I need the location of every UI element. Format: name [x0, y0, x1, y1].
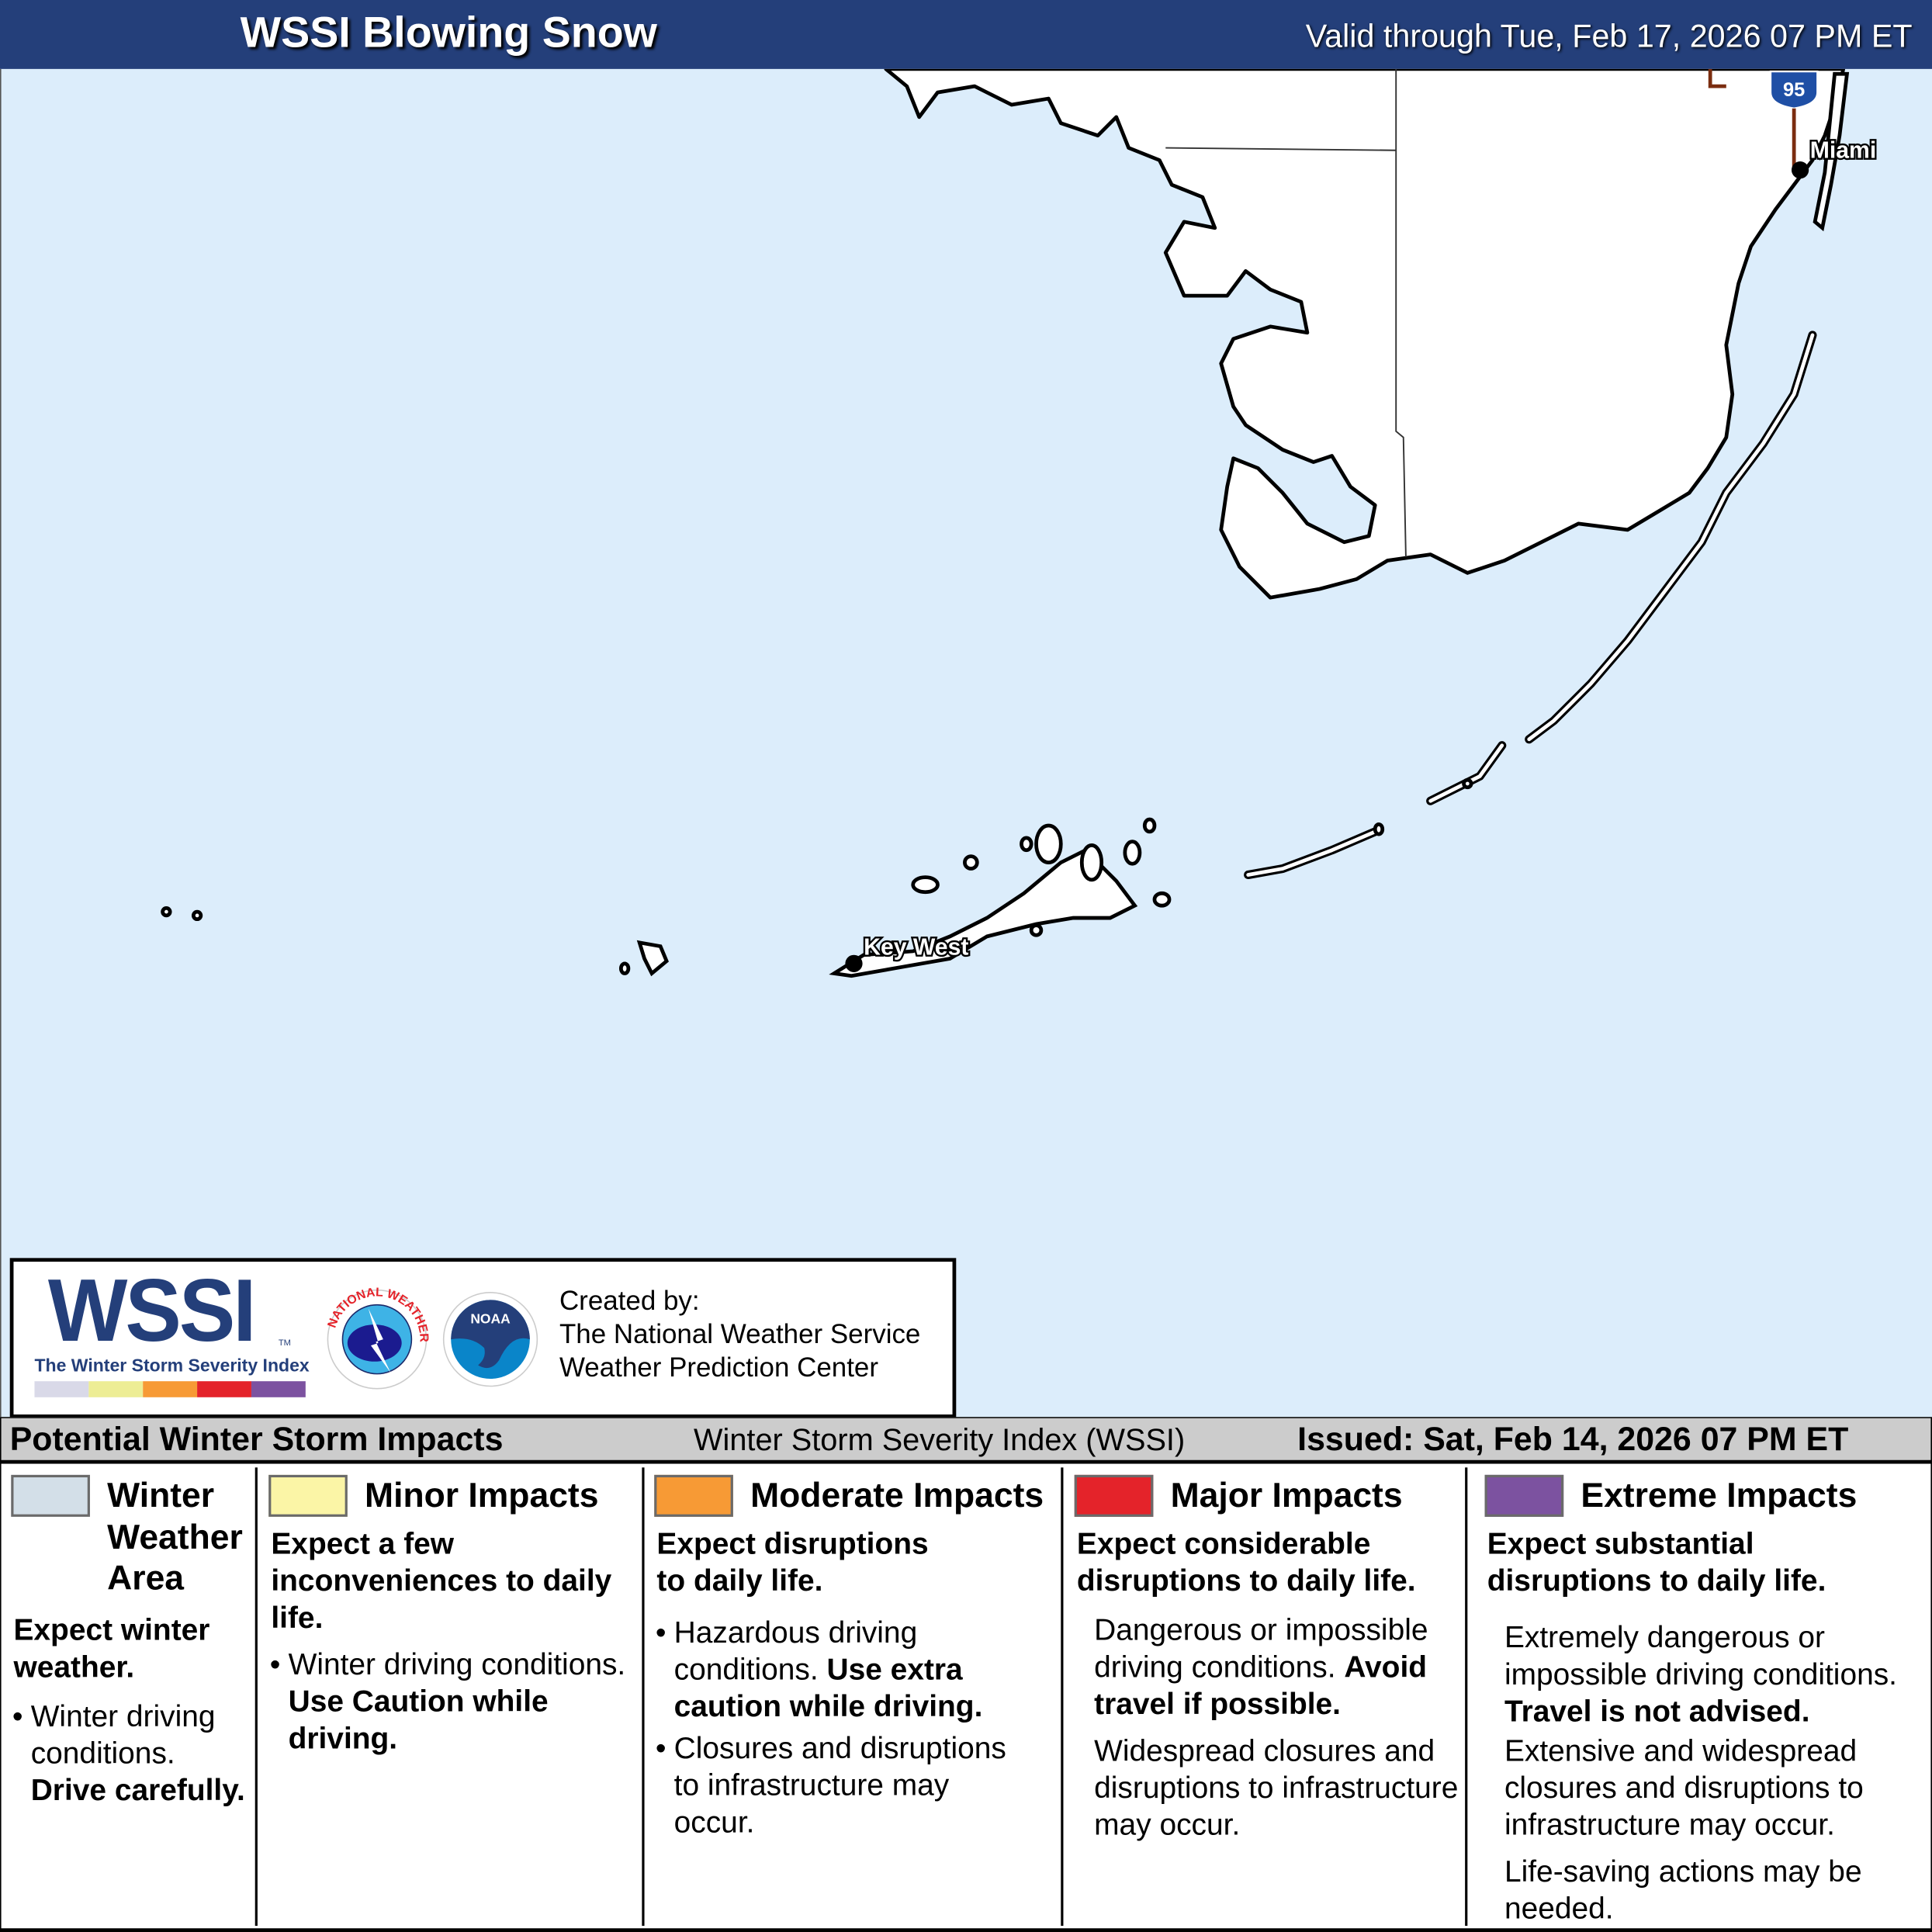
bullet-emphasis: Use Caution while driving.: [288, 1685, 549, 1756]
paragraph-emphasis: Travel is not advised.: [1504, 1695, 1810, 1729]
created-by-label: Created by:: [559, 1285, 700, 1316]
swatch-winter-weather-area: [11, 1474, 90, 1517]
issued-time: Issued: Sat, Feb 14, 2026 07 PM ET: [1297, 1420, 1849, 1458]
column-title: Moderate Impacts: [750, 1476, 1044, 1515]
bullet-emphasis: Drive carefully.: [30, 1774, 245, 1808]
swatch-major-impacts: [1074, 1474, 1154, 1517]
legend-heading: Potential Winter Storm Impacts: [9, 1420, 504, 1458]
florida-keys-fill: [1246, 333, 1815, 877]
key-west-marker: [845, 954, 863, 972]
county-line: [1165, 68, 1407, 557]
bar-segment: [197, 1381, 251, 1397]
column-title: Major Impacts: [1170, 1476, 1403, 1515]
wssi-logo: WSSI: [47, 1262, 257, 1361]
i95-label: 95: [1783, 79, 1805, 101]
created-by-nws: The National Weather Service: [559, 1318, 921, 1349]
column-paragraph: Extensive and widespread closures and di…: [1504, 1734, 1864, 1843]
east-barrier-island: [1813, 71, 1850, 232]
bullet-icon: •: [655, 1616, 667, 1650]
lower-keys: [161, 777, 1473, 978]
bar-segment: [251, 1381, 306, 1397]
column-paragraph: Widespread closures and disruptions to i…: [1094, 1734, 1459, 1843]
column-paragraph: Dangerous or impossible driving conditio…: [1094, 1613, 1463, 1724]
column-divider: [1061, 1467, 1064, 1927]
bullet-text: Hazardous driving conditions.: [673, 1616, 918, 1687]
paragraph-text: Dangerous or impossible driving conditio…: [1094, 1614, 1428, 1684]
map-svg: 95 Miami Key West: [161, 68, 1878, 978]
mainland-florida: [884, 68, 1846, 600]
column-subtitle: Expect a few inconveniences to daily lif…: [271, 1528, 612, 1636]
column-bullet: • Hazardous driving conditions. Use extr…: [656, 1615, 1032, 1726]
column-subtitle: Expect winter weather.: [13, 1614, 210, 1684]
column-title: Extreme Impacts: [1581, 1476, 1858, 1515]
miami-marker: [1791, 161, 1809, 179]
swatch-minor-impacts: [268, 1474, 348, 1517]
column-subtitle: Expect disruptions to daily life.: [656, 1528, 929, 1598]
column-title: Minor Impacts: [365, 1476, 599, 1515]
column-title: Winter Weather Area: [107, 1476, 243, 1598]
nws-logo-icon: NATIONAL WEATHER: [326, 1286, 431, 1390]
swatch-moderate-impacts: [654, 1474, 733, 1517]
map-title: WSSI Blowing Snow: [240, 9, 657, 57]
paragraph-text: Extremely dangerous or impossible drivin…: [1504, 1621, 1897, 1692]
swatch-extreme-impacts: [1484, 1474, 1564, 1517]
bar-segment: [143, 1381, 198, 1397]
bullet-icon: •: [655, 1732, 667, 1766]
credits-box: WSSI TM The Winter Storm Severity Index …: [9, 1258, 957, 1418]
column-bullet: • Closures and disruptions to infrastruc…: [656, 1731, 1037, 1842]
legend-index-name: Winter Storm Severity Index (WSSI): [694, 1423, 1186, 1458]
bullet-emphasis: Use extra caution while driving.: [673, 1653, 983, 1724]
created-by-wpc: Weather Prediction Center: [559, 1352, 879, 1383]
valid-through: Valid through Tue, Feb 17, 2026 07 PM ET: [1305, 17, 1913, 54]
map-area[interactable]: 95 Miami Key West: [0, 68, 1932, 1418]
bullet-text: Winter driving conditions.: [30, 1700, 216, 1771]
bar-segment: [88, 1381, 144, 1397]
column-divider: [1465, 1467, 1468, 1927]
bullet-icon: •: [269, 1648, 281, 1682]
column-bullet: • Winter driving conditions. Use Caution…: [270, 1647, 646, 1758]
impact-legend: Winter Weather Area Expect winter weathe…: [0, 1462, 1932, 1932]
header-bar: WSSI Blowing Snow Valid through Tue, Feb…: [0, 0, 1932, 69]
created-by: Created by: The National Weather Service…: [559, 1284, 920, 1384]
paragraph-emphasis: Avoid travel if possible.: [1094, 1650, 1428, 1722]
column-bullet: • Winter driving conditions. Drive caref…: [12, 1699, 265, 1810]
column-divider: [642, 1467, 645, 1927]
noaa-logo-text: NOAA: [470, 1311, 511, 1327]
column-divider: [254, 1467, 258, 1927]
noaa-logo-icon: NOAA: [442, 1292, 538, 1387]
wssi-tm: TM: [278, 1339, 291, 1349]
column-paragraph: Life-saving actions may be needed.: [1504, 1855, 1862, 1927]
legend-header: Potential Winter Storm Impacts Winter St…: [0, 1417, 1932, 1464]
city-label-key-west: Key West: [864, 935, 968, 961]
column-subtitle: Expect considerable disruptions to daily…: [1076, 1528, 1416, 1598]
bullet-text: Closures and disruptions to infrastructu…: [673, 1732, 1006, 1840]
i95-shield: 95: [1769, 70, 1819, 109]
wssi-logo-subtitle: The Winter Storm Severity Index: [34, 1356, 310, 1376]
column-subtitle: Expect substantial disruptions to daily …: [1487, 1528, 1826, 1598]
bullet-text: Winter driving conditions.: [288, 1648, 626, 1682]
bar-segment: [34, 1381, 89, 1397]
wssi-color-bar: [34, 1381, 306, 1397]
column-paragraph: Extremely dangerous or impossible drivin…: [1504, 1620, 1930, 1731]
city-label-miami: Miami: [1810, 137, 1876, 163]
highway-i95: [1708, 68, 1796, 173]
bullet-icon: •: [12, 1700, 23, 1734]
